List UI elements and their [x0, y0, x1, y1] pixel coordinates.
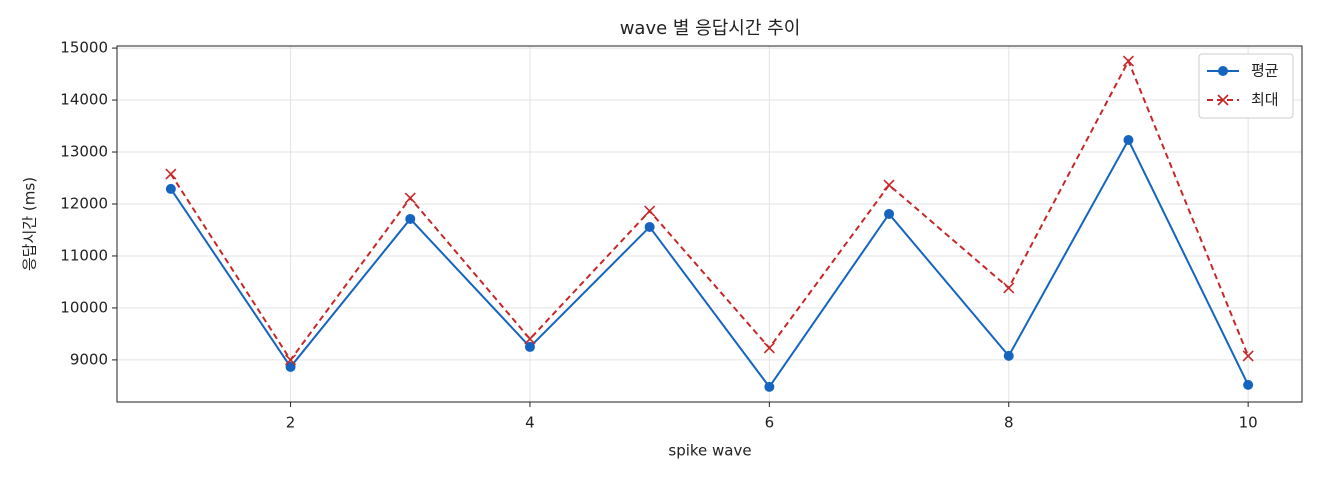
y-tick-label: 9000: [70, 350, 108, 368]
marker: [644, 221, 655, 232]
marker: [284, 354, 297, 366]
legend-label: 평균: [1251, 62, 1279, 80]
x-tick-label: 8: [1004, 414, 1014, 432]
marker: [1122, 55, 1135, 67]
marker: [883, 179, 895, 191]
marker: [1123, 135, 1134, 146]
plot-frame: [116, 45, 1303, 403]
x-tick-label: 4: [525, 414, 535, 432]
legend-marker: [1218, 66, 1228, 76]
marker: [165, 168, 177, 180]
x-axis-label: spike wave: [668, 442, 751, 460]
marker: [1003, 350, 1014, 361]
y-tick-label: 11000: [60, 246, 108, 264]
y-tick-label: 15000: [60, 39, 108, 57]
marker: [764, 381, 775, 392]
x-tick-label: 10: [1239, 414, 1258, 432]
y-tick-label: 14000: [60, 91, 108, 109]
marker: [1242, 350, 1254, 362]
series-line: [170, 137, 1250, 389]
marker: [524, 341, 535, 352]
y-axis-label: 응답시간 (ms): [21, 177, 39, 271]
chart-title: wave 별 응답시간 추이: [620, 18, 801, 39]
y-tick-label: 13000: [60, 143, 108, 161]
marker: [1243, 379, 1254, 390]
legend-marker: [1217, 94, 1229, 106]
marker: [404, 192, 416, 204]
marker: [285, 361, 296, 372]
y-tick-label: 12000: [60, 194, 108, 212]
marker: [763, 342, 775, 354]
series-line: [170, 58, 1250, 362]
legend-box: [1198, 53, 1294, 119]
marker: [405, 213, 416, 224]
marker: [884, 208, 895, 219]
grid: [117, 46, 1302, 402]
marker: [1003, 282, 1015, 294]
marker: [165, 183, 176, 194]
marker: [524, 333, 536, 345]
legend-label: 최대: [1251, 91, 1279, 109]
y-tick-label: 10000: [60, 298, 108, 316]
x-tick-label: 2: [286, 414, 296, 432]
x-tick-label: 6: [765, 414, 775, 432]
marker: [644, 205, 656, 217]
